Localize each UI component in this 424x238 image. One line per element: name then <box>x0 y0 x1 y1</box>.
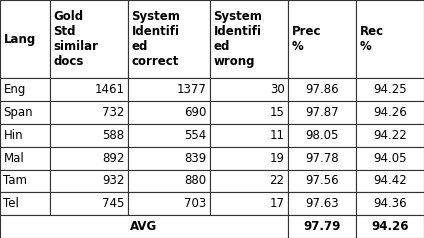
Text: 1461: 1461 <box>95 83 125 96</box>
Text: 94.36: 94.36 <box>373 197 407 210</box>
Bar <box>128 0 210 78</box>
Text: 703: 703 <box>184 197 206 210</box>
Bar <box>210 124 288 147</box>
Bar <box>50 192 128 215</box>
Text: 94.05: 94.05 <box>373 152 407 165</box>
Bar <box>210 101 288 124</box>
Text: 94.25: 94.25 <box>373 83 407 96</box>
Text: 22: 22 <box>270 174 285 188</box>
Text: Hin: Hin <box>3 129 23 142</box>
Bar <box>0 169 50 192</box>
Bar <box>356 78 424 101</box>
Bar <box>0 192 50 215</box>
Text: Span: Span <box>3 106 33 119</box>
Bar <box>0 0 50 78</box>
Text: 745: 745 <box>102 197 125 210</box>
Bar <box>50 169 128 192</box>
Bar <box>288 169 356 192</box>
Bar <box>288 101 356 124</box>
Text: Tel: Tel <box>3 197 19 210</box>
Bar <box>210 169 288 192</box>
Text: 17: 17 <box>270 197 285 210</box>
Bar <box>356 192 424 215</box>
Text: Prec
%: Prec % <box>291 25 321 53</box>
Bar <box>128 101 210 124</box>
Text: 97.79: 97.79 <box>303 220 341 233</box>
Bar <box>50 101 128 124</box>
Bar <box>0 215 288 238</box>
Text: 97.87: 97.87 <box>305 106 339 119</box>
Text: 94.26: 94.26 <box>373 106 407 119</box>
Text: Tam: Tam <box>3 174 28 188</box>
Bar <box>356 215 424 238</box>
Text: Rec
%: Rec % <box>360 25 384 53</box>
Bar <box>288 124 356 147</box>
Text: 30: 30 <box>270 83 285 96</box>
Text: 11: 11 <box>270 129 285 142</box>
Bar <box>128 78 210 101</box>
Bar <box>288 78 356 101</box>
Text: Mal: Mal <box>3 152 24 165</box>
Bar <box>210 0 288 78</box>
Text: 839: 839 <box>184 152 206 165</box>
Text: 98.05: 98.05 <box>305 129 339 142</box>
Bar <box>128 192 210 215</box>
Text: 554: 554 <box>184 129 206 142</box>
Text: 19: 19 <box>270 152 285 165</box>
Text: 932: 932 <box>102 174 125 188</box>
Bar <box>128 124 210 147</box>
Bar <box>356 0 424 78</box>
Text: Gold
Std
similar
docs: Gold Std similar docs <box>53 10 98 68</box>
Text: 690: 690 <box>184 106 206 119</box>
Text: Eng: Eng <box>3 83 26 96</box>
Bar <box>50 78 128 101</box>
Text: 94.22: 94.22 <box>373 129 407 142</box>
Text: 97.63: 97.63 <box>305 197 339 210</box>
Bar <box>50 147 128 169</box>
Bar <box>288 192 356 215</box>
Bar <box>0 147 50 169</box>
Bar <box>356 147 424 169</box>
Text: 97.78: 97.78 <box>305 152 339 165</box>
Text: Lang: Lang <box>3 33 36 46</box>
Bar <box>356 101 424 124</box>
Bar <box>210 78 288 101</box>
Text: 588: 588 <box>103 129 125 142</box>
Bar <box>0 101 50 124</box>
Bar <box>288 0 356 78</box>
Bar <box>50 124 128 147</box>
Bar <box>288 215 356 238</box>
Text: 97.86: 97.86 <box>305 83 339 96</box>
Text: 97.56: 97.56 <box>305 174 339 188</box>
Text: System
Identifi
ed
wrong: System Identifi ed wrong <box>213 10 262 68</box>
Bar <box>356 169 424 192</box>
Text: 732: 732 <box>102 106 125 119</box>
Bar <box>128 147 210 169</box>
Bar <box>128 169 210 192</box>
Text: 15: 15 <box>270 106 285 119</box>
Bar <box>210 147 288 169</box>
Bar <box>288 147 356 169</box>
Bar <box>50 0 128 78</box>
Text: 892: 892 <box>102 152 125 165</box>
Bar <box>356 124 424 147</box>
Bar <box>0 124 50 147</box>
Bar <box>210 192 288 215</box>
Bar <box>0 78 50 101</box>
Text: 880: 880 <box>184 174 206 188</box>
Text: 94.26: 94.26 <box>371 220 409 233</box>
Text: AVG: AVG <box>130 220 158 233</box>
Text: System
Identifi
ed
correct: System Identifi ed correct <box>131 10 180 68</box>
Text: 94.42: 94.42 <box>373 174 407 188</box>
Text: 1377: 1377 <box>177 83 206 96</box>
